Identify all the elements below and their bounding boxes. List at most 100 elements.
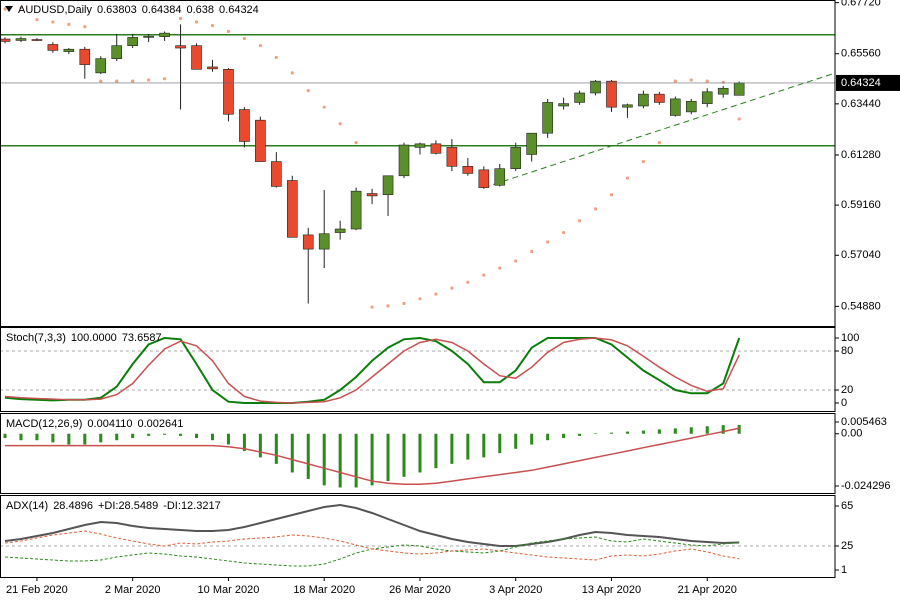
candle-body	[606, 80, 617, 108]
sar-dot	[274, 55, 278, 60]
sar-dot	[322, 105, 326, 109]
candle-body	[494, 168, 506, 186]
histogram-bar	[434, 433, 438, 469]
candle-body	[223, 69, 234, 115]
candle-body	[47, 44, 59, 51]
sar-dot	[67, 22, 71, 26]
candle-body	[15, 38, 27, 41]
pane-frame	[0, 0, 836, 327]
histogram-bar	[386, 433, 390, 482]
histogram-bar	[402, 433, 406, 477]
candle-body	[207, 66, 218, 70]
candle-body	[510, 147, 522, 169]
histogram-bar	[83, 433, 87, 445]
sar-dot	[737, 117, 741, 121]
candle-body	[622, 104, 633, 108]
pane-header: AUDUSD,Daily 0.63803 0.64384 0.638 0.64324	[18, 4, 259, 16]
x-tick-label: 2 Mar 2020	[105, 584, 161, 596]
header-item: 0.63803	[97, 4, 137, 16]
histogram-bar	[673, 428, 677, 434]
header-item: 0.64324	[219, 4, 259, 16]
y-tick-label: 25	[841, 540, 853, 552]
x-tick-label: 21 Apr 2020	[678, 584, 737, 596]
sar-dot	[3, 7, 7, 11]
header-item: AUDUSD,Daily	[18, 4, 92, 16]
sar-dot	[577, 219, 582, 223]
candle-body	[143, 35, 154, 38]
histogram-bar	[115, 433, 119, 441]
candle-body	[574, 92, 585, 103]
sar-dot	[131, 79, 135, 83]
sar-dot	[434, 292, 438, 296]
sar-dot	[290, 71, 294, 75]
candle-body	[111, 45, 123, 59]
x-tick-label: 18 Mar 2020	[293, 584, 355, 596]
candle-body	[0, 38, 11, 42]
histogram-bar	[418, 433, 422, 473]
header-item: 28.4896	[53, 500, 93, 512]
sar-dot	[498, 266, 502, 270]
histogram-bar	[450, 433, 454, 464]
histogram-bar	[19, 433, 23, 441]
sar-dot	[641, 159, 646, 164]
sar-dot	[657, 141, 661, 145]
sar-dot	[194, 20, 199, 24]
histogram-bar	[689, 427, 693, 434]
histogram-bar	[594, 433, 598, 434]
sar-dot	[83, 25, 87, 29]
candle-body	[654, 93, 665, 103]
candle-body	[398, 144, 410, 177]
header-item: 28.5489	[118, 500, 158, 512]
sar-dot	[370, 305, 374, 309]
y-tick-label: 0.00	[841, 428, 862, 440]
histogram-bar	[35, 433, 39, 441]
sar-dot	[466, 280, 470, 284]
candle-body	[286, 180, 298, 238]
histogram-bar	[67, 433, 71, 445]
candle-body	[414, 143, 426, 148]
candle-body	[31, 39, 43, 41]
sar-dot	[19, 6, 23, 10]
candle-body	[478, 169, 490, 188]
sar-dot	[51, 20, 55, 24]
y-tick-label: 0.59160	[841, 199, 881, 211]
sar-dot	[147, 78, 151, 82]
histogram-bar	[274, 433, 278, 464]
sar-dot	[609, 193, 614, 197]
histogram-bar	[354, 433, 358, 488]
histogram-bar	[258, 433, 262, 458]
candle-body	[239, 109, 250, 142]
candle-body	[302, 234, 314, 250]
histogram-bar	[3, 433, 7, 439]
y-tick-label: 100	[841, 332, 859, 344]
candle-body	[63, 48, 75, 52]
y-tick-label: 0.67720	[841, 0, 881, 9]
trend-line	[483, 72, 836, 189]
y-tick-label: 0.005463	[841, 416, 887, 428]
y-tick-label: 20	[841, 384, 853, 396]
sar-dot	[210, 23, 215, 28]
header-item: 73.6587	[122, 332, 162, 344]
x-tick-label: 13 Apr 2020	[582, 584, 641, 596]
sar-dot	[721, 80, 725, 84]
histogram-bar	[99, 433, 103, 443]
sar-dot	[562, 230, 566, 235]
candle-body	[255, 119, 266, 162]
header-item: ADX(14)	[6, 500, 48, 512]
y-tick-label: 0.61280	[841, 149, 881, 161]
sar-dot	[99, 79, 103, 83]
header-item: 0.638	[187, 4, 215, 16]
candle-body	[558, 103, 569, 107]
candle-body	[334, 228, 346, 233]
header-item: Stoch(7,3,3)	[6, 332, 66, 344]
candle-body	[638, 93, 649, 107]
candle-body	[79, 48, 91, 65]
sar-dot	[386, 304, 390, 308]
histogram-bar	[163, 433, 167, 435]
sar-dot	[625, 176, 630, 180]
sar-dot	[258, 44, 262, 48]
histogram-bar	[641, 430, 645, 434]
header-item: 100.0000	[71, 332, 117, 344]
histogram-bar	[530, 433, 534, 445]
